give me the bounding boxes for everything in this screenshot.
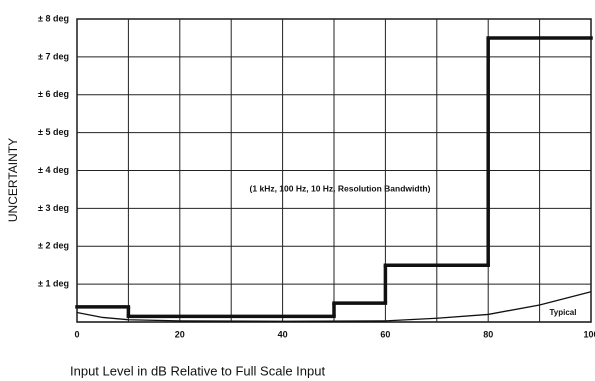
y-tick-label: ± 6 deg <box>38 89 69 99</box>
x-tick-label: 20 <box>175 329 185 339</box>
x-tick-label: 60 <box>380 329 390 339</box>
curve-label: Typical <box>550 308 577 317</box>
y-tick-label: ± 8 deg <box>38 13 69 23</box>
annotation: (1 kHz, 100 Hz, 10 Hz, Resolution Bandwi… <box>250 183 431 193</box>
y-tick-label: ± 1 deg <box>38 279 69 289</box>
x-tick-label: 80 <box>483 329 493 339</box>
y-tick-label: ± 3 deg <box>38 203 69 213</box>
y-tick-label: ± 2 deg <box>38 241 69 251</box>
y-tick-label: ± 7 deg <box>38 51 69 61</box>
y-axis-label: UNCERTAINTY <box>6 138 20 222</box>
y-tick-label: ± 4 deg <box>38 165 69 175</box>
x-axis-label: Input Level in dB Relative to Full Scale… <box>70 363 325 378</box>
typical-curve <box>76 291 592 322</box>
x-tick-label: 40 <box>278 329 288 339</box>
y-tick-label: ± 5 deg <box>38 127 69 137</box>
x-tick-label: 100 <box>583 329 595 339</box>
x-tick-label: 0 <box>74 329 79 339</box>
